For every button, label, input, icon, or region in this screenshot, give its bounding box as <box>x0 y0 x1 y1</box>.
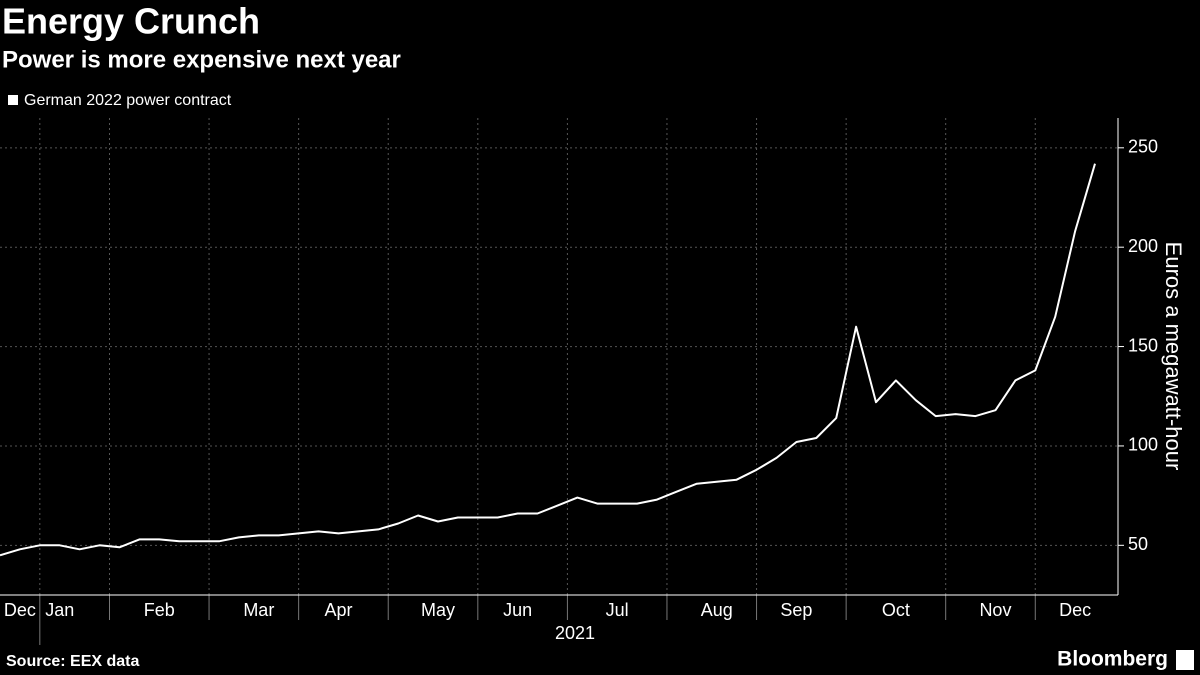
brand-icon <box>1176 650 1194 670</box>
y-tick-label: 250 <box>1128 137 1158 157</box>
x-tick-label: Dec <box>4 600 36 620</box>
x-tick-label: Feb <box>144 600 175 620</box>
chart-subtitle: Power is more expensive next year <box>2 46 401 73</box>
x-tick-label: Sep <box>780 600 812 620</box>
y-tick-label: 100 <box>1128 435 1158 455</box>
x-tick-label: Apr <box>324 600 352 620</box>
x-tick-label: Nov <box>979 600 1011 620</box>
y-axis-label: Euros a megawatt-hour <box>1161 242 1186 471</box>
x-tick-label: May <box>421 600 455 620</box>
legend-swatch <box>8 95 18 105</box>
x-tick-label: Aug <box>701 600 733 620</box>
x-tick-label: Mar <box>243 600 274 620</box>
x-axis-label: 2021 <box>555 623 595 643</box>
y-tick-label: 150 <box>1128 335 1158 355</box>
brand: Bloomberg <box>1057 648 1168 671</box>
x-tick-label: Dec <box>1059 600 1091 620</box>
x-tick-label: Jun <box>503 600 532 620</box>
y-tick-label: 50 <box>1128 534 1148 554</box>
y-tick-label: 200 <box>1128 236 1158 256</box>
x-tick-label: Oct <box>882 600 910 620</box>
x-tick-label: Jul <box>606 600 629 620</box>
x-tick-label: Jan <box>45 600 74 620</box>
legend-label: German 2022 power contract <box>24 92 232 109</box>
chart-title: Energy Crunch <box>2 1 260 42</box>
source: Source: EEX data <box>6 653 139 670</box>
line <box>0 163 1096 557</box>
